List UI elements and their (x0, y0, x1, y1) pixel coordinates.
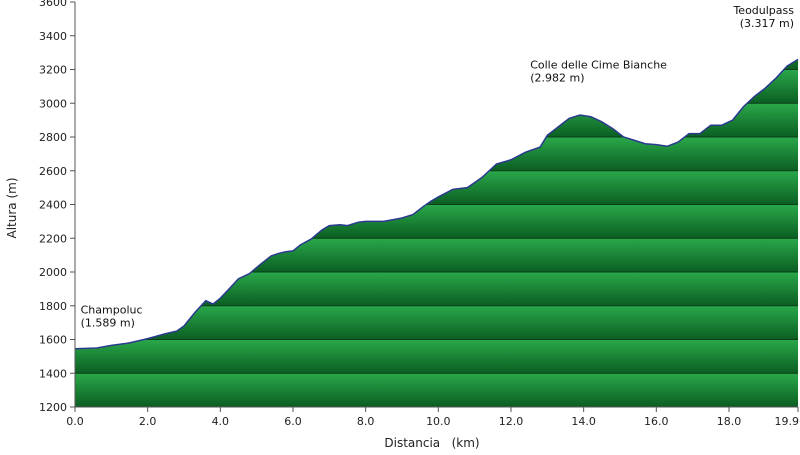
annotations: Champoluc(1.589 m) Colle delle Cime Bianc… (81, 4, 795, 330)
y-axis-title: Altura (m) (5, 177, 19, 238)
x-axis-ticks: 0.0 2.0 4.0 6.0 8.0 10.0 12.0 14.0 16.0 18.0 19.9 (66, 407, 799, 428)
x-tick-label: 16.0 (644, 415, 669, 428)
x-tick-label: 0.0 (66, 415, 84, 428)
y-tick-label: 2200 (39, 232, 67, 245)
y-tick-label: 1800 (39, 300, 67, 313)
annotation-label: Teodulpass (732, 4, 794, 17)
annotation-elevation: (3.317 m) (740, 17, 794, 30)
x-tick-label: 10.0 (426, 415, 451, 428)
annotation-label: Colle delle Cime Bianche (530, 58, 667, 71)
y-tick-label: 3600 (39, 0, 67, 9)
x-tick-label: 18.0 (717, 415, 742, 428)
y-tick-label: 3200 (39, 64, 67, 77)
y-tick-label: 3000 (39, 97, 67, 110)
x-axis-title: Distancia (km) (384, 436, 479, 450)
y-tick-label: 1400 (39, 367, 67, 380)
elevation-series-line (74, 58, 799, 350)
x-tick-label: 2.0 (139, 415, 157, 428)
y-tick-label: 1600 (39, 334, 67, 347)
x-tick-label: 4.0 (212, 415, 230, 428)
y-tick-label: 3400 (39, 30, 67, 43)
y-tick-label: 1200 (39, 401, 67, 414)
y-tick-label: 2800 (39, 131, 67, 144)
y-tick-label: 2400 (39, 199, 67, 212)
x-tick-label: 12.0 (499, 415, 524, 428)
area-band (75, 373, 798, 407)
annotation-elevation: (1.589 m) (81, 316, 135, 329)
x-tick-label: 19.9 (775, 415, 800, 428)
x-tick-label: 14.0 (571, 415, 596, 428)
x-tick-label: 6.0 (284, 415, 302, 428)
y-axis-ticks: 1200 1400 1600 1800 2000 2200 2400 2600 2800 3000… (39, 0, 75, 414)
area-band (75, 339, 798, 374)
y-tick-label: 2600 (39, 165, 67, 178)
y-tick-label: 2000 (39, 266, 67, 279)
annotation-elevation: (2.982 m) (530, 71, 584, 84)
annotation-label: Champoluc (81, 303, 143, 316)
x-tick-label: 8.0 (357, 415, 375, 428)
